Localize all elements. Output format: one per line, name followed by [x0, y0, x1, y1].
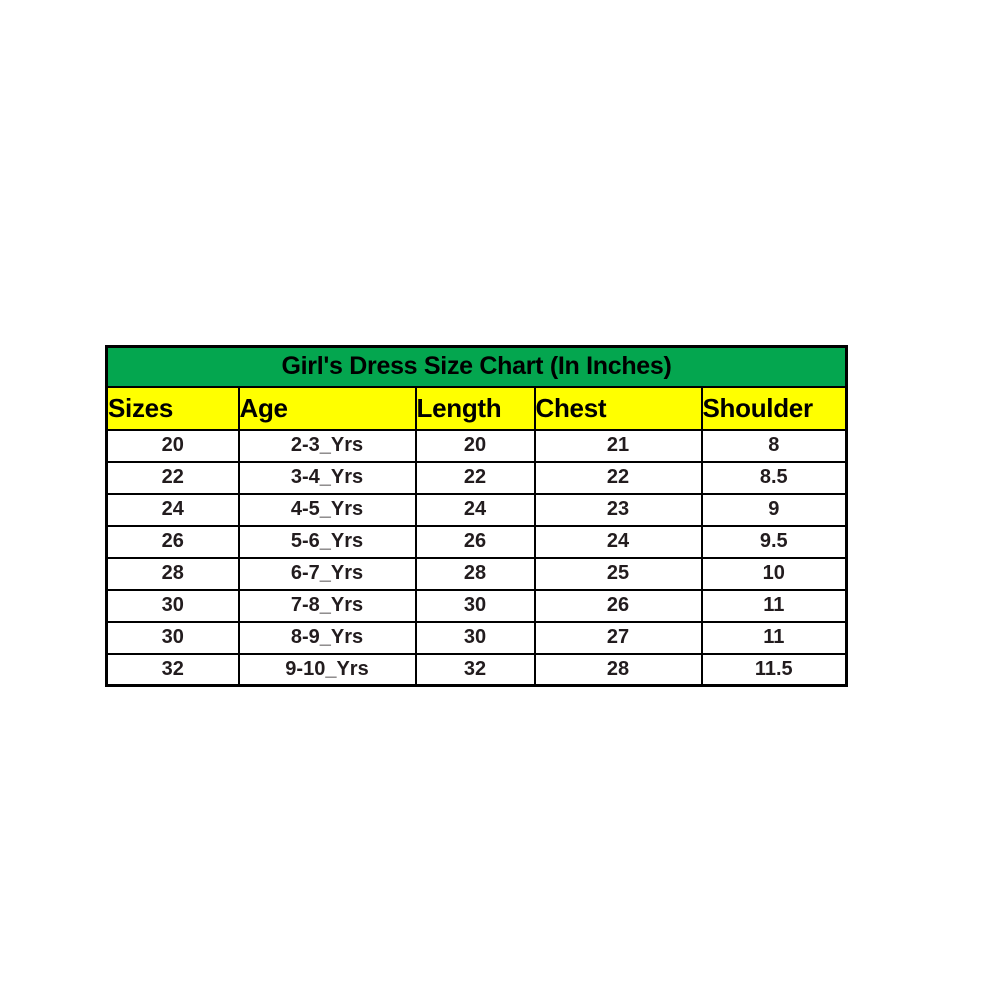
cell-shoulder: 9 [700, 492, 848, 527]
table-row: 30 8-9_Yrs 30 27 11 [105, 620, 848, 655]
table-row: 20 2-3_Yrs 20 21 8 [105, 428, 848, 463]
column-header-shoulder: Shoulder [700, 385, 848, 431]
table-row: 30 7-8_Yrs 30 26 11 [105, 588, 848, 623]
cell-length: 20 [414, 428, 536, 463]
cell-sizes: 20 [105, 428, 240, 463]
cell-shoulder: 9.5 [700, 524, 848, 559]
cell-length: 26 [414, 524, 536, 559]
cell-sizes: 30 [105, 588, 240, 623]
cell-age: 4-5_Yrs [237, 492, 417, 527]
column-header-chest: Chest [533, 385, 703, 431]
cell-shoulder: 11 [700, 588, 848, 623]
cell-sizes: 28 [105, 556, 240, 591]
cell-age: 9-10_Yrs [237, 652, 417, 687]
cell-chest: 28 [533, 652, 703, 687]
cell-chest: 22 [533, 460, 703, 495]
cell-chest: 21 [533, 428, 703, 463]
table-row: 28 6-7_Yrs 28 25 10 [105, 556, 848, 591]
cell-chest: 25 [533, 556, 703, 591]
cell-sizes: 24 [105, 492, 240, 527]
size-chart-table: Girl's Dress Size Chart (In Inches) Size… [105, 345, 849, 687]
column-header-age: Age [237, 385, 417, 431]
cell-chest: 26 [533, 588, 703, 623]
cell-length: 22 [414, 460, 536, 495]
cell-sizes: 26 [105, 524, 240, 559]
cell-age: 7-8_Yrs [237, 588, 417, 623]
cell-sizes: 22 [105, 460, 240, 495]
cell-chest: 27 [533, 620, 703, 655]
column-header-sizes: Sizes [105, 385, 240, 431]
table-title-row: Girl's Dress Size Chart (In Inches) [105, 345, 848, 388]
column-header-length: Length [414, 385, 536, 431]
cell-length: 30 [414, 620, 536, 655]
cell-age: 8-9_Yrs [237, 620, 417, 655]
cell-length: 30 [414, 588, 536, 623]
cell-chest: 23 [533, 492, 703, 527]
cell-sizes: 32 [105, 652, 240, 687]
cell-age: 5-6_Yrs [237, 524, 417, 559]
table-header-row: Sizes Age Length Chest Shoulder [105, 385, 848, 431]
cell-shoulder: 8 [700, 428, 848, 463]
table-row: 22 3-4_Yrs 22 22 8.5 [105, 460, 848, 495]
cell-length: 28 [414, 556, 536, 591]
cell-length: 24 [414, 492, 536, 527]
cell-sizes: 30 [105, 620, 240, 655]
cell-length: 32 [414, 652, 536, 687]
cell-age: 3-4_Yrs [237, 460, 417, 495]
cell-shoulder: 11 [700, 620, 848, 655]
cell-age: 6-7_Yrs [237, 556, 417, 591]
cell-shoulder: 10 [700, 556, 848, 591]
cell-chest: 24 [533, 524, 703, 559]
cell-shoulder: 11.5 [700, 652, 848, 687]
table-row: 24 4-5_Yrs 24 23 9 [105, 492, 848, 527]
cell-age: 2-3_Yrs [237, 428, 417, 463]
table-row: 26 5-6_Yrs 26 24 9.5 [105, 524, 848, 559]
cell-shoulder: 8.5 [700, 460, 848, 495]
table-row: 32 9-10_Yrs 32 28 11.5 [105, 652, 848, 687]
table-title: Girl's Dress Size Chart (In Inches) [105, 345, 848, 388]
